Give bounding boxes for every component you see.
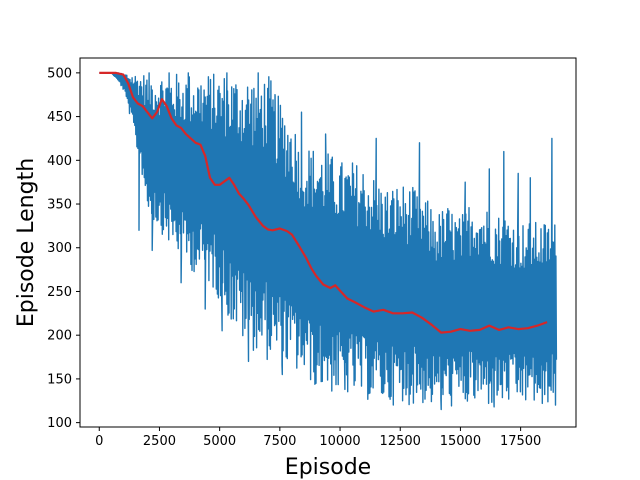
x-axis-ticks: 0 2500 5000 7500 10000 12500 15000 17500 bbox=[95, 427, 541, 449]
y-tick-label: 400 bbox=[47, 154, 72, 169]
x-tick-label: 12500 bbox=[380, 434, 421, 449]
moving-average-series bbox=[99, 71, 548, 334]
x-tick-label: 5000 bbox=[203, 434, 236, 449]
x-tick-label: 15000 bbox=[440, 434, 481, 449]
y-tick-label: 200 bbox=[47, 329, 72, 344]
y-tick-label: 350 bbox=[47, 198, 72, 213]
moving-average-line bbox=[99, 71, 548, 334]
y-tick-label: 250 bbox=[47, 285, 72, 300]
x-tick-label: 10000 bbox=[319, 434, 360, 449]
y-tick-label: 450 bbox=[47, 110, 72, 125]
raw-episode-length-line bbox=[99, 72, 558, 411]
x-tick-label: 2500 bbox=[143, 434, 176, 449]
y-tick-label: 100 bbox=[47, 416, 72, 431]
y-tick-label: 150 bbox=[47, 372, 72, 387]
x-tick-label: 0 bbox=[95, 434, 103, 449]
y-axis-ticks: 100 150 200 250 300 350 400 450 500 bbox=[47, 66, 80, 431]
x-tick-label: 7500 bbox=[263, 434, 296, 449]
x-tick-label: 17500 bbox=[500, 434, 541, 449]
raw-episode-length-series bbox=[99, 72, 558, 411]
y-tick-label: 500 bbox=[47, 66, 72, 81]
plot-area-frame bbox=[79, 57, 577, 428]
y-tick-label: 300 bbox=[47, 241, 72, 256]
y-axis-title: Episode Length bbox=[14, 158, 39, 327]
x-axis-title: Episode bbox=[285, 455, 371, 480]
